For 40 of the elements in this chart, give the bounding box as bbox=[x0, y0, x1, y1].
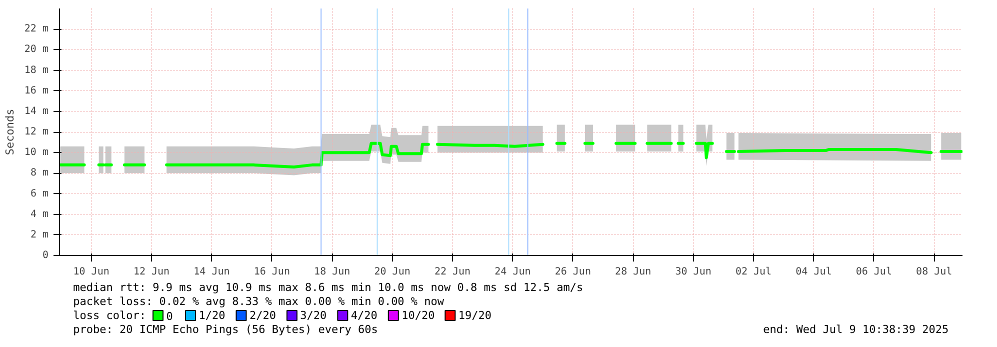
legend-label: 19/20 bbox=[458, 309, 492, 322]
x-tick-label: 08 Jul bbox=[916, 266, 952, 278]
x-tick-label: 22 Jun bbox=[434, 266, 471, 278]
text: median rtt: 9.9 ms avg 10.9 ms max 8.6 ms min 10.0 ms now 0.8 ms sd 12.5 am/s bbox=[73, 281, 584, 294]
text: packet loss: 0.02 % avg 8.33 % max 0.00 % min 0.00 % now bbox=[73, 295, 444, 308]
y-tick-label: 14 m bbox=[24, 106, 49, 117]
x-tick-label: 20 Jun bbox=[374, 266, 410, 278]
x-tick-label: 16 Jun bbox=[254, 266, 290, 278]
x-tick-label: 18 Jun bbox=[314, 266, 350, 278]
x-tick-label: 12 Jun bbox=[133, 266, 170, 278]
x-tick-label: 10 Jun bbox=[73, 266, 110, 278]
y-tick-label: 4 m bbox=[30, 208, 48, 220]
x-tick-label: 02 Jul bbox=[735, 266, 772, 278]
legend-title: loss color: bbox=[73, 309, 146, 322]
text: probe: 20 ICMP Echo Pings (56 Bytes) every 60s bbox=[73, 323, 378, 336]
legend-label: 3/20 bbox=[300, 309, 327, 322]
x-tick-label: 24 Jun bbox=[494, 266, 531, 278]
y-tick-label: 6 m bbox=[30, 188, 48, 200]
legend-label: 10/20 bbox=[402, 309, 435, 322]
x-tick-label: 04 Jul bbox=[796, 266, 832, 278]
legend-label: 0 bbox=[166, 310, 173, 323]
legend-label: 1/20 bbox=[198, 309, 226, 322]
x-tick-label: 30 Jun bbox=[675, 266, 712, 278]
y-tick-label: 8 m bbox=[30, 168, 48, 179]
y-tick-label: 0 bbox=[42, 250, 49, 261]
legend-label: 2/20 bbox=[249, 309, 276, 322]
x-tick-label: 26 Jun bbox=[554, 266, 591, 278]
text: end: Wed Jul 9 10:38:39 2025 bbox=[763, 323, 949, 336]
y-tick-label: 10 m bbox=[24, 147, 49, 158]
legend-label: 4/20 bbox=[350, 309, 378, 322]
y-axis-title: Seconds bbox=[3, 108, 16, 156]
y-tick-label: 22 m bbox=[24, 24, 49, 35]
x-tick-label: 06 Jul bbox=[856, 266, 892, 278]
x-tick-label: 14 Jun bbox=[194, 266, 230, 278]
y-tick-label: 16 m bbox=[24, 85, 49, 96]
y-tick-label: 2 m bbox=[30, 229, 48, 240]
y-tick-label: 18 m bbox=[24, 64, 49, 76]
y-tick-label: 20 m bbox=[24, 44, 49, 56]
y-tick-label: 12 m bbox=[24, 126, 49, 138]
x-tick-label: 28 Jun bbox=[615, 266, 652, 278]
